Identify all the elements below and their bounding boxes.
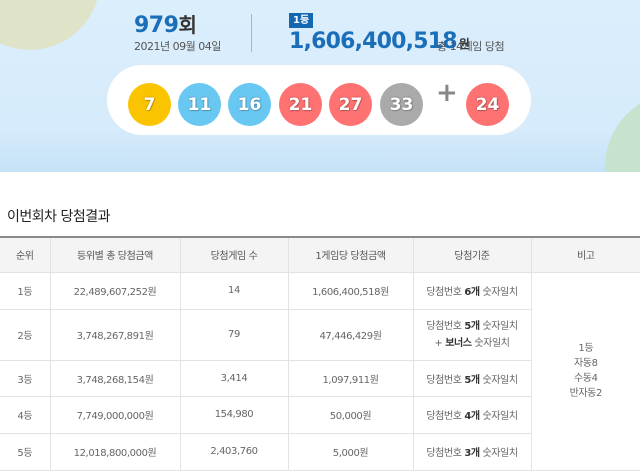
criteria-text: 당첨번호 <box>426 320 465 332</box>
note-line: 반자동2 <box>569 388 603 399</box>
winning-ball: 21 <box>279 83 322 126</box>
draw-result-banner: 979회 2021년 09월 04일 1등 1,606,400,518 원 총 1… <box>0 0 640 172</box>
winning-numbers: 7 11 16 21 27 33 24 <box>107 65 531 135</box>
criteria-text: 숫자일치 <box>471 337 510 349</box>
section-title: 이번회차 당첨결과 <box>7 209 111 225</box>
table-row: 3등 3,748,268,154원 3,414 1,097,911원 당첨번호 … <box>0 360 640 397</box>
criteria-cell: 당첨번호 6개 숫자일치 <box>413 272 532 310</box>
table-row: 4등 7,749,000,000원 154,980 50,000원 당첨번호 4… <box>0 396 640 434</box>
table-row: 5등 12,018,800,000원 2,403,760 5,000원 당첨번호… <box>0 433 640 471</box>
note-line: 수동4 <box>573 373 598 384</box>
winning-ball: 16 <box>228 83 271 126</box>
criteria-count: 5개 <box>464 320 480 332</box>
criteria-text: 숫자일치 <box>479 287 518 298</box>
per-game-cell: 1,097,911원 <box>288 360 414 397</box>
table-row: 2등 3,748,267,891원 79 47,446,429원 당첨번호 5개… <box>0 309 640 361</box>
prize-value: 1,606,400,518 <box>289 29 458 54</box>
column-header-criteria: 당첨기준 <box>413 237 532 273</box>
table-row: 1등 22,489,607,252원 14 1,606,400,518원 당첨번… <box>0 272 640 471</box>
winner-summary: 총 14게임 당첨 <box>437 40 505 53</box>
per-game-cell: 5,000원 <box>288 433 414 471</box>
games-cell: 14 <box>180 272 289 310</box>
plus-icon: + <box>436 78 458 108</box>
draw-number-suffix: 회 <box>178 13 197 37</box>
first-prize-amount: 1,606,400,518 원 <box>289 29 470 54</box>
games-cell: 79 <box>180 309 289 361</box>
draw-date: 2021년 09월 04일 <box>134 40 221 53</box>
table-header-row: 순위 등위별 총 당첨금액 당첨게임 수 1게임당 당첨금액 당첨기준 비고 <box>0 237 640 273</box>
winning-ball: 7 <box>128 83 171 126</box>
criteria-text: 숫자일치 <box>479 448 518 459</box>
criteria-count: 3개 <box>464 448 480 459</box>
rank-cell: 3등 <box>0 360 51 397</box>
note-cell: 1등 자동8 수동4 반자동2 <box>530 272 640 471</box>
criteria-count: 5개 <box>464 374 480 386</box>
criteria-count: 6개 <box>464 287 480 298</box>
results-table: 순위 등위별 총 당첨금액 당첨게임 수 1게임당 당첨금액 당첨기준 비고 1… <box>0 236 640 471</box>
criteria-text: 숫자일치 <box>479 411 518 422</box>
rank-cell: 2등 <box>0 309 51 361</box>
rank-cell: 1등 <box>0 272 51 310</box>
games-cell: 2,403,760 <box>180 433 289 471</box>
currency-unit: 원 <box>458 37 470 51</box>
criteria-text: 당첨번호 <box>426 374 465 386</box>
per-game-cell: 1,606,400,518원 <box>288 272 414 310</box>
criteria-count: 4개 <box>464 411 480 422</box>
draw-number: 979회 <box>134 9 197 38</box>
total-cell: 12,018,800,000원 <box>50 433 181 471</box>
criteria-cell: 당첨번호 4개 숫자일치 <box>413 396 531 434</box>
divider <box>251 14 252 52</box>
note-line: 자동8 <box>573 358 598 369</box>
criteria-cell: 당첨번호 3개 숫자일치 <box>413 433 531 471</box>
criteria-text: 당첨번호 <box>426 411 465 422</box>
per-game-cell: 47,446,429원 <box>288 309 414 361</box>
games-cell: 3,414 <box>180 360 289 397</box>
criteria-cell: 당첨번호 5개 숫자일치 <box>413 360 531 397</box>
criteria-text: 당첨번호 <box>426 448 465 459</box>
rank-cell: 4등 <box>0 396 51 434</box>
per-game-cell: 50,000원 <box>288 396 414 434</box>
criteria-text: 숫자일치 <box>479 320 518 332</box>
decorative-circle <box>605 92 640 172</box>
rank-badge: 1등 <box>289 13 314 28</box>
total-cell: 3,748,268,154원 <box>50 360 181 397</box>
column-header-total: 등위별 총 당첨금액 <box>50 237 181 273</box>
games-cell: 154,980 <box>180 396 289 434</box>
draw-number-value: 979 <box>134 13 179 38</box>
column-header-rank: 순위 <box>0 237 51 273</box>
winning-ball: 11 <box>178 83 221 126</box>
column-header-note: 비고 <box>531 237 640 273</box>
total-cell: 3,748,267,891원 <box>50 309 181 361</box>
winning-ball: 27 <box>329 83 372 126</box>
criteria-cell: 당첨번호 5개 숫자일치 + 보너스 숫자일치 <box>413 309 531 361</box>
rank-cell: 5등 <box>0 433 51 471</box>
note-line: 1등 <box>578 343 594 354</box>
column-header-per-game: 1게임당 당첨금액 <box>288 237 414 273</box>
decorative-circle <box>0 0 100 50</box>
column-header-games: 당첨게임 수 <box>180 237 289 273</box>
winning-ball: 33 <box>380 83 423 126</box>
criteria-text: 숫자일치 <box>479 374 518 386</box>
criteria-text: + <box>434 337 446 349</box>
bonus-ball: 24 <box>466 83 509 126</box>
total-cell: 7,749,000,000원 <box>50 396 181 434</box>
criteria-text: 당첨번호 <box>426 287 465 298</box>
criteria-bonus: 보너스 <box>445 337 472 349</box>
total-cell: 22,489,607,252원 <box>50 272 181 310</box>
